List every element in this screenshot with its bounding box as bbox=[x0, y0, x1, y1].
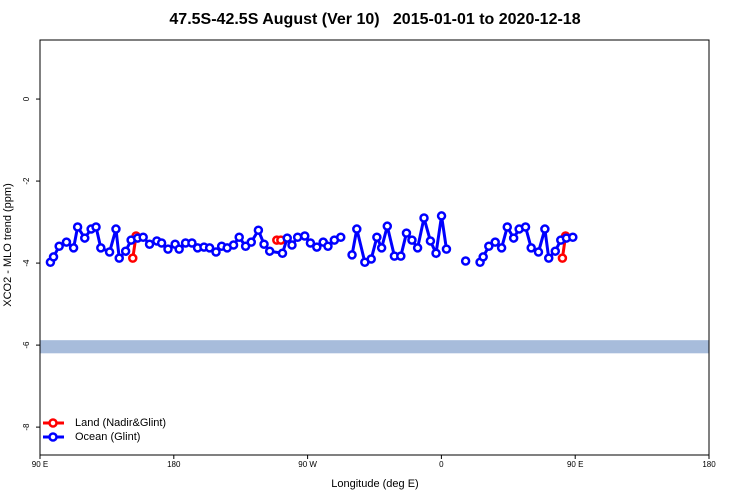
x-tick-label: 90 E bbox=[32, 460, 48, 469]
point bbox=[282, 233, 292, 243]
point bbox=[128, 253, 138, 263]
point bbox=[61, 237, 72, 247]
point bbox=[259, 239, 269, 249]
y-tick-label: -4 bbox=[22, 259, 31, 267]
legend-marker bbox=[48, 432, 58, 442]
point bbox=[412, 243, 423, 253]
point bbox=[366, 254, 376, 264]
point bbox=[163, 244, 173, 254]
point bbox=[204, 243, 215, 253]
point bbox=[287, 240, 297, 250]
point bbox=[484, 241, 494, 252]
point bbox=[211, 247, 221, 257]
point bbox=[520, 222, 531, 232]
point bbox=[156, 238, 167, 248]
point bbox=[144, 239, 155, 249]
point bbox=[72, 222, 83, 232]
x-tick-label: 90 E bbox=[567, 460, 583, 469]
point bbox=[376, 243, 387, 253]
point bbox=[91, 222, 101, 232]
point bbox=[425, 236, 436, 246]
point bbox=[79, 233, 90, 243]
point bbox=[496, 243, 507, 253]
point bbox=[253, 225, 264, 236]
point bbox=[490, 237, 500, 247]
point bbox=[352, 224, 362, 234]
point bbox=[347, 250, 357, 260]
point bbox=[174, 244, 184, 254]
point bbox=[292, 232, 303, 242]
point bbox=[228, 240, 239, 250]
point bbox=[526, 243, 536, 253]
point bbox=[114, 253, 124, 263]
point bbox=[382, 221, 393, 231]
coverage-band bbox=[40, 340, 709, 354]
y-tick-label: -2 bbox=[22, 177, 31, 185]
point bbox=[419, 213, 429, 223]
point bbox=[401, 228, 412, 238]
point bbox=[396, 251, 406, 261]
x-tick-label: 180 bbox=[702, 460, 716, 469]
x-tick-label: 0 bbox=[439, 460, 444, 469]
point bbox=[277, 248, 288, 258]
point bbox=[300, 231, 310, 241]
y-tick-label: 0 bbox=[22, 96, 31, 101]
point bbox=[436, 211, 447, 221]
point bbox=[568, 232, 578, 242]
plot-frame bbox=[39, 39, 710, 456]
legend-label: Ocean (Glint) bbox=[75, 431, 140, 443]
chart-title: 47.5S-42.5S August (Ver 10) 2015-01-01 t… bbox=[169, 11, 580, 28]
point bbox=[372, 232, 382, 242]
point bbox=[264, 246, 275, 256]
point bbox=[550, 246, 561, 256]
point bbox=[460, 256, 471, 266]
x-tick-label: 90 W bbox=[298, 460, 317, 469]
legend-marker bbox=[48, 418, 58, 428]
y-tick-label: -8 bbox=[22, 423, 31, 431]
point bbox=[68, 243, 79, 253]
point bbox=[138, 232, 148, 242]
x-tick-label: 180 bbox=[167, 460, 181, 469]
point bbox=[120, 246, 131, 256]
point bbox=[431, 248, 441, 258]
legend-label: Land (Nadir&Glint) bbox=[75, 417, 166, 429]
point bbox=[478, 252, 488, 262]
point bbox=[508, 233, 519, 243]
point bbox=[533, 247, 544, 257]
point bbox=[111, 224, 121, 234]
point bbox=[187, 238, 197, 248]
point bbox=[407, 235, 417, 245]
point bbox=[234, 232, 244, 242]
point bbox=[48, 252, 59, 262]
point bbox=[502, 222, 513, 232]
point bbox=[543, 253, 554, 263]
point bbox=[336, 232, 346, 242]
point bbox=[305, 238, 316, 248]
point bbox=[104, 247, 115, 257]
y-axis-label: XCO2 - MLO trend (ppm) bbox=[2, 183, 14, 306]
point bbox=[441, 244, 452, 254]
point bbox=[540, 224, 550, 234]
point bbox=[323, 241, 333, 252]
point bbox=[96, 243, 106, 253]
point bbox=[54, 241, 64, 252]
x-axis-label: Longitude (deg E) bbox=[331, 478, 418, 490]
point bbox=[557, 253, 568, 263]
point bbox=[246, 237, 257, 247]
point bbox=[312, 242, 322, 252]
y-tick-label: -6 bbox=[22, 341, 31, 349]
